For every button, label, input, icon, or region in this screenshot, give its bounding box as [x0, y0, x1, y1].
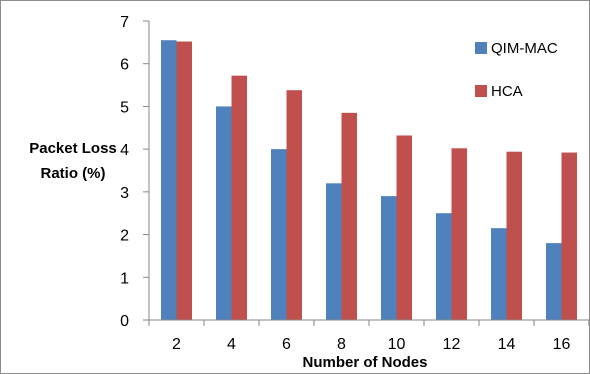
bar-qim-mac-6 [271, 149, 287, 320]
x-tick-label: 6 [282, 336, 291, 353]
bar-hca-10 [396, 135, 412, 320]
y-axis-title-line-1: Packet Loss [29, 140, 117, 157]
x-tick-label: 14 [498, 336, 516, 353]
y-tick-label: 1 [120, 270, 129, 287]
y-tick-label: 7 [120, 14, 129, 31]
bar-qim-mac-8 [326, 183, 342, 320]
legend-swatch-hca [475, 85, 487, 97]
x-tick-label: 10 [388, 336, 406, 353]
bar-hca-12 [451, 148, 467, 320]
bar-hca-2 [176, 41, 192, 320]
y-axis-title-line-2: Ratio (%) [41, 165, 106, 182]
bar-qim-mac-16 [546, 243, 562, 320]
x-tick-label: 8 [337, 336, 346, 353]
bar-hca-14 [506, 151, 522, 320]
y-tick-label: 0 [120, 313, 129, 330]
x-axis-title: Number of Nodes [302, 354, 427, 371]
y-tick-label: 2 [120, 228, 129, 245]
bar-qim-mac-12 [436, 213, 452, 320]
bar-qim-mac-14 [491, 228, 507, 320]
legend-label-hca: HCA [491, 83, 523, 100]
bar-qim-mac-10 [381, 196, 397, 320]
legend-swatch-qim-mac [475, 42, 487, 54]
bar-hca-6 [286, 90, 302, 320]
bar-hca-4 [231, 75, 247, 320]
legend-label-qim-mac: QIM-MAC [491, 40, 558, 57]
y-tick-label: 4 [120, 142, 129, 159]
x-tick-label: 12 [443, 336, 461, 353]
bar-qim-mac-4 [216, 106, 232, 320]
bar-hca-16 [561, 152, 577, 320]
y-tick-label: 3 [120, 185, 129, 202]
x-tick-label: 16 [553, 336, 571, 353]
y-tick-label: 6 [120, 57, 129, 74]
x-tick-label: 2 [172, 336, 181, 353]
legend: QIM-MAC HCA [475, 40, 558, 100]
y-tick-label: 5 [120, 99, 129, 116]
x-tick-label: 4 [227, 336, 236, 353]
bar-qim-mac-2 [161, 40, 177, 320]
bar-hca-8 [341, 112, 357, 320]
